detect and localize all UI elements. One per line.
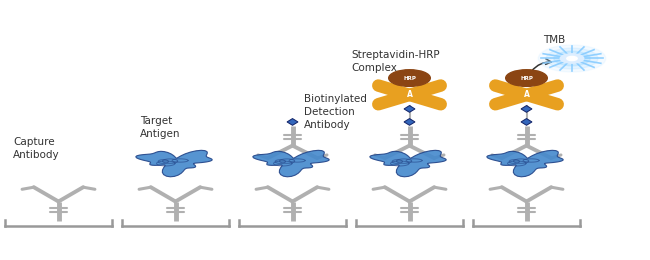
Text: Target
Antigen: Target Antigen <box>140 116 180 139</box>
Polygon shape <box>521 119 532 125</box>
Polygon shape <box>404 106 415 112</box>
Text: TMB: TMB <box>543 35 565 45</box>
Text: HRP: HRP <box>520 76 533 81</box>
Circle shape <box>560 54 584 63</box>
Circle shape <box>506 70 547 86</box>
Circle shape <box>554 51 590 66</box>
Polygon shape <box>521 106 532 112</box>
Polygon shape <box>136 150 212 177</box>
Text: A: A <box>523 90 530 99</box>
Polygon shape <box>487 150 563 177</box>
Text: Biotinylated
Detection
Antibody: Biotinylated Detection Antibody <box>304 94 367 130</box>
Polygon shape <box>404 119 415 125</box>
Circle shape <box>567 56 577 61</box>
Polygon shape <box>370 150 446 177</box>
Circle shape <box>546 48 598 69</box>
Text: Capture
Antibody: Capture Antibody <box>13 136 60 160</box>
Circle shape <box>538 45 606 72</box>
Polygon shape <box>253 150 329 177</box>
Circle shape <box>389 70 430 86</box>
Polygon shape <box>287 119 298 125</box>
Text: Streptavidin-HRP
Complex: Streptavidin-HRP Complex <box>351 49 439 73</box>
Text: A: A <box>406 90 413 99</box>
Text: HRP: HRP <box>403 76 416 81</box>
